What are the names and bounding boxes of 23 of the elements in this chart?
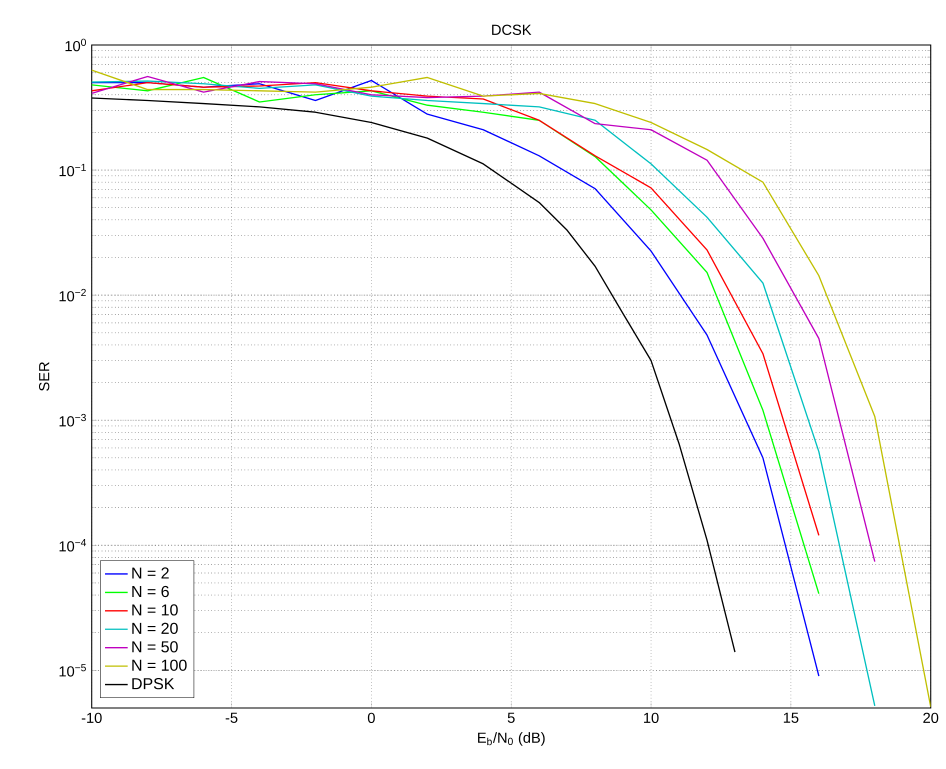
x-tick-label: -10 bbox=[82, 712, 102, 724]
y-tick-label: 10$^{−3}$ bbox=[60, 414, 86, 426]
y-axis-title: SER bbox=[38, 362, 50, 391]
chart-title: DCSK bbox=[492, 24, 532, 35]
x-tick-label: 0 bbox=[368, 712, 375, 724]
x-tick-label: 10 bbox=[644, 712, 659, 724]
y-tick-label: 10$^{−5}$ bbox=[60, 664, 86, 677]
legend-label: N = 2 bbox=[132, 567, 169, 579]
y-tick-label: 10$^{−4}$ bbox=[60, 539, 86, 552]
legend-label: N = 6 bbox=[132, 586, 169, 598]
y-tick-label: 10$^{0}$ bbox=[66, 38, 86, 52]
x-tick-label: -5 bbox=[226, 712, 238, 723]
x-tick-label: 15 bbox=[784, 712, 798, 723]
legend-label: DPSK bbox=[132, 678, 174, 690]
legend-label: N = 20 bbox=[132, 622, 178, 634]
legend-label: N = 100 bbox=[132, 660, 187, 671]
legend-label: N = 50 bbox=[132, 641, 178, 652]
x-tick-label: 20 bbox=[923, 712, 938, 724]
legend-label: N = 10 bbox=[132, 604, 178, 616]
x-tick-label: 5 bbox=[508, 712, 515, 723]
y-tick-label: 10$^{−1}$ bbox=[60, 164, 86, 176]
x-axis-title: E$_{b}$/N$_{0}$ (dB) bbox=[478, 732, 545, 746]
y-tick-label: 10$^{−2}$ bbox=[60, 288, 86, 302]
